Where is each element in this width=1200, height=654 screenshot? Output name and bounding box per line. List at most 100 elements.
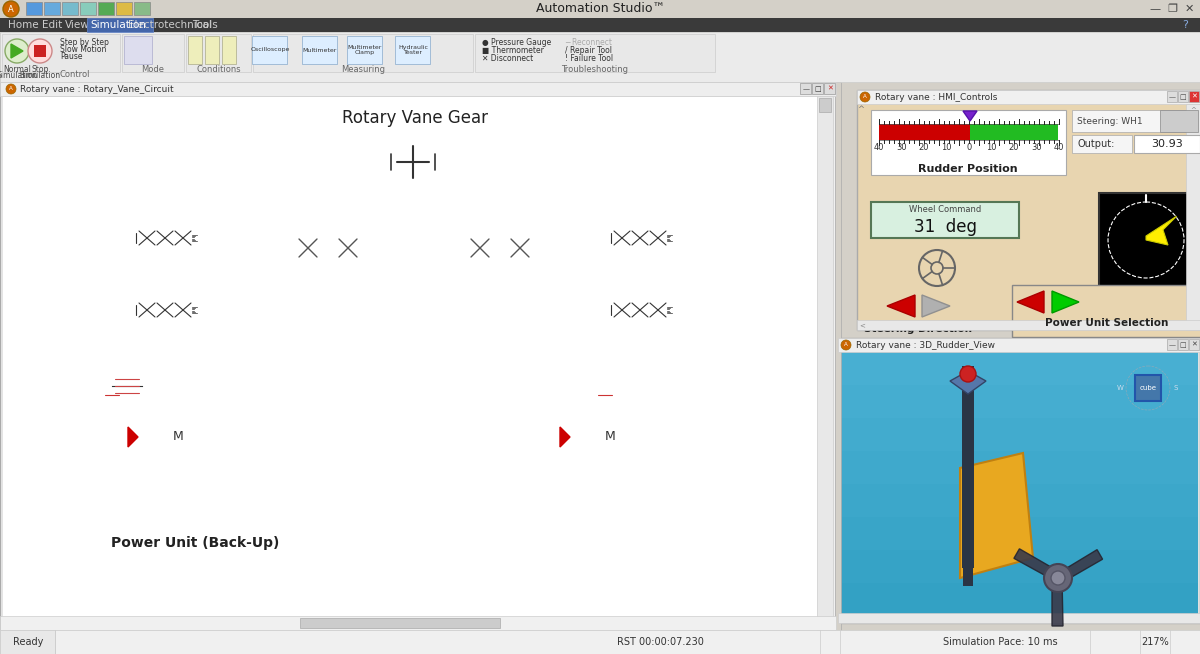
Text: Automation Studio™: Automation Studio™ — [535, 3, 665, 16]
Bar — [871, 110, 1066, 175]
Bar — [964, 366, 973, 586]
Bar — [812, 83, 823, 94]
Text: Rotary vane : 3D_Rudder_View: Rotary vane : 3D_Rudder_View — [856, 341, 995, 349]
Bar — [222, 36, 236, 64]
Bar — [98, 477, 118, 481]
Bar — [134, 2, 150, 15]
Bar — [124, 234, 136, 242]
Text: Stop: Stop — [31, 65, 49, 75]
Text: / Repair Tool: / Repair Tool — [565, 46, 612, 55]
Bar — [840, 484, 1198, 518]
Bar — [840, 418, 1198, 452]
Text: 30: 30 — [896, 143, 907, 152]
Bar — [1178, 339, 1188, 350]
Polygon shape — [1052, 291, 1079, 313]
Bar — [838, 338, 1200, 352]
Bar — [205, 36, 220, 64]
Text: Step by Step: Step by Step — [60, 38, 109, 47]
Polygon shape — [1018, 291, 1044, 313]
Text: ✕: ✕ — [1192, 94, 1196, 100]
Circle shape — [166, 424, 191, 450]
Circle shape — [1051, 571, 1066, 585]
Circle shape — [28, 39, 52, 63]
Bar — [252, 36, 287, 64]
Bar — [30, 202, 400, 528]
Text: <: < — [859, 322, 865, 328]
Bar — [1072, 135, 1132, 153]
Bar — [174, 302, 192, 318]
Text: 30.93: 30.93 — [1151, 139, 1183, 149]
Bar — [857, 90, 1200, 104]
Text: Power Unit Selection: Power Unit Selection — [1045, 318, 1169, 328]
Text: —: — — [1150, 4, 1160, 14]
Bar — [102, 481, 114, 484]
Text: Multimeter
Clamp: Multimeter Clamp — [348, 44, 382, 56]
Polygon shape — [887, 295, 916, 317]
Text: S: S — [1174, 385, 1178, 391]
Text: A: A — [844, 343, 848, 347]
Bar — [62, 2, 78, 15]
Bar — [596, 385, 614, 405]
Text: 20: 20 — [1009, 143, 1019, 152]
Text: —: — — [1169, 94, 1176, 100]
Bar — [838, 338, 1200, 623]
Bar — [649, 230, 667, 246]
Bar — [112, 375, 142, 397]
Bar — [0, 82, 836, 640]
Circle shape — [5, 39, 29, 63]
Text: Simulation Pace: 10 ms: Simulation Pace: 10 ms — [943, 637, 1057, 647]
Bar — [138, 230, 156, 246]
Text: ✕ Disconnect: ✕ Disconnect — [482, 54, 533, 63]
Bar — [857, 90, 1200, 330]
Bar — [962, 366, 974, 568]
Bar — [174, 230, 192, 246]
Bar — [840, 352, 1198, 386]
Text: 30: 30 — [1031, 143, 1042, 152]
Bar — [1134, 135, 1200, 153]
Text: 40: 40 — [874, 143, 884, 152]
Bar — [124, 36, 152, 64]
Bar — [1072, 110, 1200, 132]
Bar — [1178, 91, 1188, 102]
Bar — [122, 34, 184, 72]
Text: Multimeter: Multimeter — [302, 48, 337, 52]
Text: 217%: 217% — [1141, 637, 1169, 647]
Text: Simulation: Simulation — [90, 20, 146, 30]
Bar — [186, 34, 251, 72]
Bar — [0, 630, 1200, 654]
Bar — [0, 630, 55, 654]
Circle shape — [2, 1, 19, 17]
Bar — [840, 352, 1198, 621]
Text: ^: ^ — [858, 105, 864, 114]
Text: Normal: Normal — [4, 65, 31, 75]
Polygon shape — [964, 111, 977, 121]
Text: 20: 20 — [919, 143, 929, 152]
Bar — [470, 239, 490, 257]
Text: 0: 0 — [966, 143, 972, 152]
Bar — [840, 550, 1198, 584]
Bar — [1166, 91, 1177, 102]
Text: A: A — [10, 86, 13, 92]
Text: ✕: ✕ — [1184, 4, 1194, 14]
Bar — [300, 618, 500, 628]
Text: Slow Motion: Slow Motion — [60, 45, 107, 54]
Text: ─ Reconnect: ─ Reconnect — [565, 38, 612, 47]
Circle shape — [391, 140, 436, 184]
Bar — [0, 0, 1200, 18]
Text: Steering Direction: Steering Direction — [864, 324, 972, 334]
Text: Oscilloscope: Oscilloscope — [251, 48, 289, 52]
Text: Simulation: Simulation — [0, 71, 37, 80]
Bar — [511, 239, 529, 257]
Text: Control: Control — [60, 70, 90, 79]
Bar — [2, 34, 120, 72]
Text: View: View — [65, 20, 90, 30]
Text: Output:: Output: — [1078, 139, 1115, 149]
Bar — [455, 202, 820, 528]
Bar — [156, 302, 174, 318]
Polygon shape — [950, 371, 986, 394]
Text: Rudder Position: Rudder Position — [918, 164, 1018, 174]
Bar — [0, 18, 1200, 32]
Polygon shape — [128, 427, 138, 447]
Polygon shape — [922, 295, 950, 317]
Text: ✕: ✕ — [1192, 342, 1196, 348]
